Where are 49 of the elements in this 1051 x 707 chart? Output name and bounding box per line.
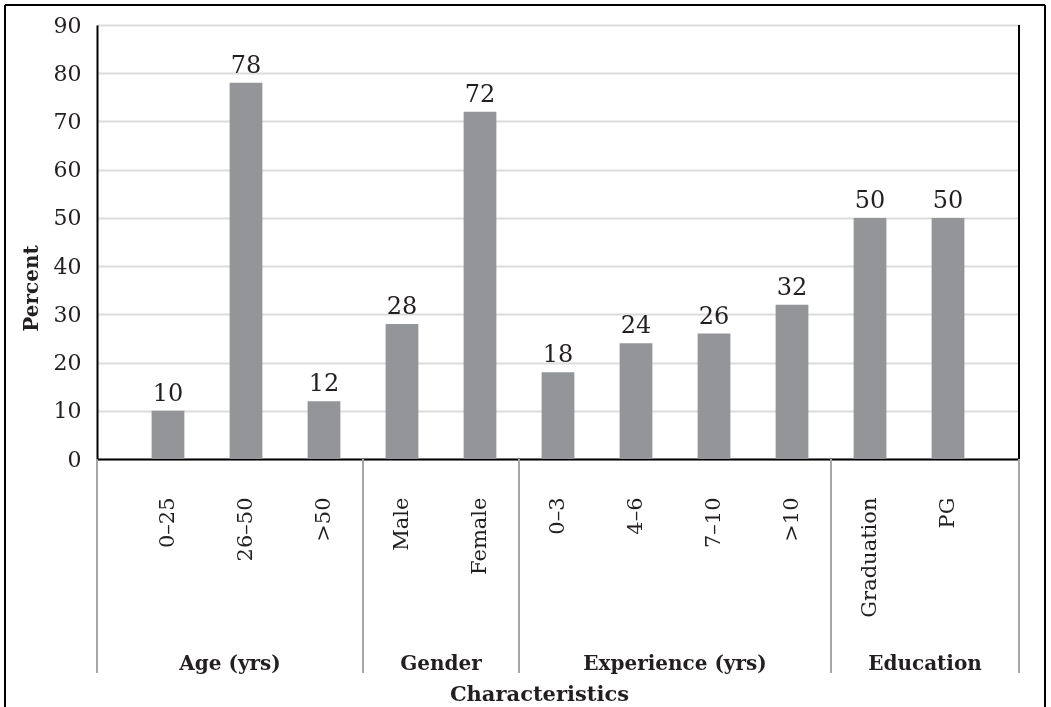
bar bbox=[697, 333, 731, 459]
text: Gender bbox=[400, 651, 483, 675]
y-tick-label: 70 bbox=[53, 108, 82, 134]
bar bbox=[463, 111, 497, 459]
bar bbox=[775, 304, 809, 459]
x-tick-label: PG bbox=[935, 497, 960, 529]
data-label: 50 bbox=[854, 185, 886, 214]
bar bbox=[385, 323, 419, 459]
x-tick-label: >50 bbox=[310, 497, 335, 542]
x-tick-label: 26–50 bbox=[232, 497, 257, 562]
data-label: 10 bbox=[152, 378, 184, 407]
data-label: 72 bbox=[464, 79, 496, 108]
y-tick-label: 80 bbox=[53, 60, 82, 86]
text: Education bbox=[868, 651, 983, 675]
x-tick-label: Female bbox=[467, 497, 491, 575]
y-tick-label: 50 bbox=[53, 205, 82, 231]
data-label: 24 bbox=[620, 311, 652, 340]
x-tick-label: 0–3 bbox=[545, 497, 569, 535]
y-tick-label: 40 bbox=[53, 253, 82, 279]
data-label: 32 bbox=[776, 272, 808, 301]
y-tick-label: 20 bbox=[53, 350, 82, 376]
text: Age (yrs) bbox=[178, 651, 281, 675]
bar bbox=[853, 217, 887, 459]
bar bbox=[541, 372, 575, 459]
x-tick-label: 0–25 bbox=[154, 497, 179, 549]
data-label: 26 bbox=[698, 301, 730, 330]
data-label: 78 bbox=[230, 50, 262, 79]
bar bbox=[229, 82, 263, 459]
y-tick-label: 30 bbox=[53, 301, 82, 327]
y-tick-label: 0 bbox=[67, 446, 82, 472]
y-tick-label: 60 bbox=[53, 157, 82, 183]
x-tick-label: >10 bbox=[779, 497, 804, 542]
x-tick-label: Graduation bbox=[857, 497, 882, 618]
data-label: 18 bbox=[542, 340, 574, 369]
x-tick-label: Male bbox=[388, 497, 413, 551]
y-tick-label: 10 bbox=[53, 398, 82, 424]
x-axis-title: Characteristics bbox=[449, 680, 630, 706]
data-label: 50 bbox=[932, 185, 964, 214]
x-tick-label: 7–10 bbox=[701, 497, 726, 549]
y-tick-label: 90 bbox=[53, 12, 82, 38]
bar bbox=[307, 401, 341, 459]
bar bbox=[931, 217, 965, 459]
x-tick-label: 4–6 bbox=[623, 497, 647, 535]
bar bbox=[151, 410, 185, 459]
data-label: 28 bbox=[386, 291, 418, 320]
text: Experience (yrs) bbox=[583, 651, 767, 675]
bar bbox=[619, 343, 653, 459]
data-label: 12 bbox=[308, 369, 340, 398]
y-axis-title: Percent bbox=[18, 244, 43, 332]
